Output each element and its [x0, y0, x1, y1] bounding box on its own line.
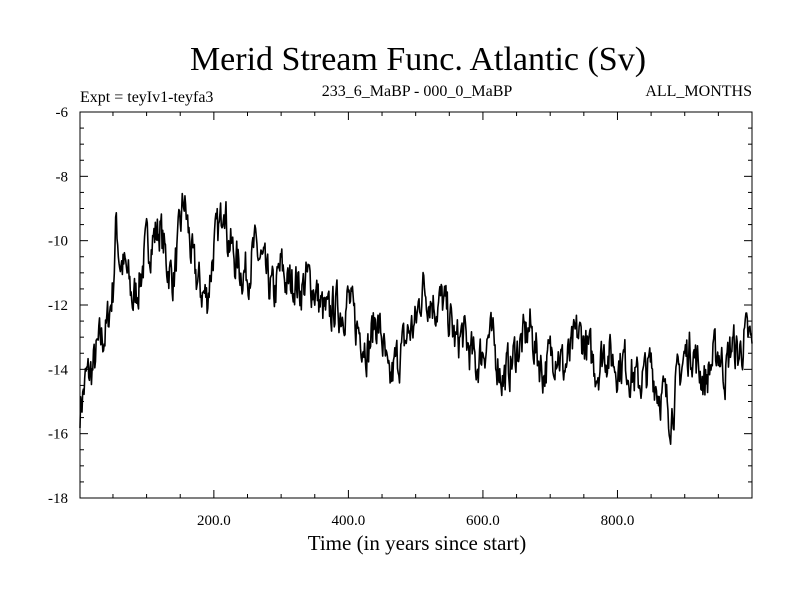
- plot-frame: [79, 111, 753, 499]
- period-label: 233_6_MaBP - 000_0_MaBP: [322, 83, 513, 100]
- y-tick-label: -12: [48, 298, 68, 314]
- y-tick-label: -6: [56, 105, 69, 121]
- months-label: ALL_MONTHS: [645, 83, 752, 100]
- x-tick-label: 200.0: [197, 513, 231, 529]
- chart-title: Merid Stream Func. Atlantic (Sv): [190, 41, 646, 78]
- y-tick-labels: -6 -8 -10 -12 -14 -16 -18: [48, 105, 68, 507]
- axis-ticks: [80, 111, 752, 499]
- y-tick-label: -10: [48, 234, 68, 250]
- x-tick-label: 600.0: [466, 513, 500, 529]
- x-tick-labels: 200.0 400.0 600.0 800.0: [197, 513, 634, 529]
- series-layer: [79, 192, 753, 445]
- y-tick-label: -14: [48, 362, 68, 378]
- series-line: [79, 192, 753, 445]
- x-axis-label: Time (in years since start): [308, 531, 527, 555]
- x-tick-label: 800.0: [601, 513, 635, 529]
- y-tick-label: -18: [48, 491, 68, 507]
- experiment-label: Expt = teyIv1-teyfa3: [80, 89, 213, 106]
- x-tick-label: 400.0: [332, 513, 366, 529]
- y-tick-label: -16: [48, 427, 68, 443]
- y-tick-label: -8: [56, 169, 69, 185]
